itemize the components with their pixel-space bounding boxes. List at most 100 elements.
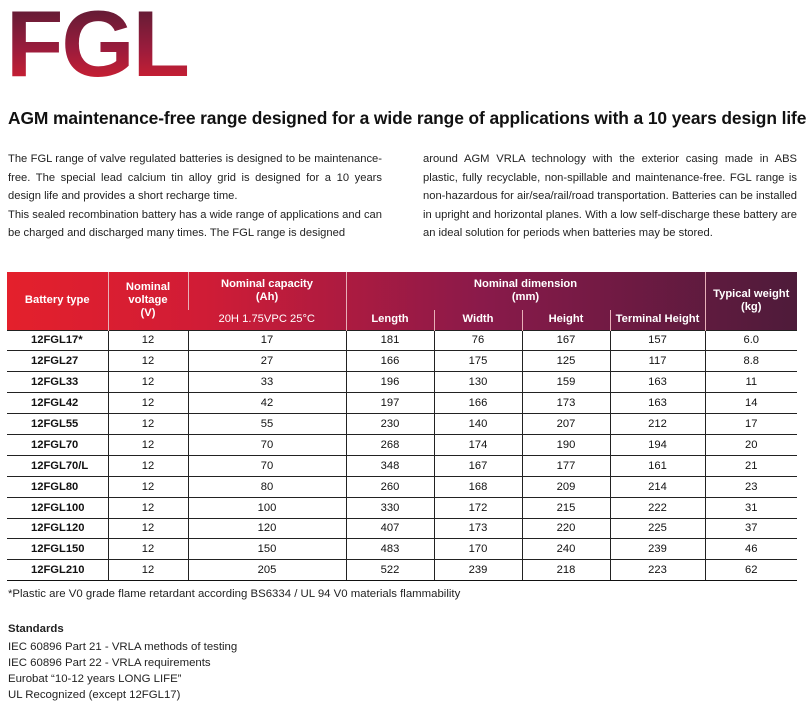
cell-height: 209	[521, 476, 610, 498]
cell-length: 483	[345, 538, 434, 561]
cell-capacity: 70	[187, 455, 346, 477]
cell-height: 220	[521, 518, 610, 540]
standards-title: Standards	[8, 623, 64, 635]
cell-capacity: 42	[187, 392, 346, 415]
cell-battery-type: 12FGL42	[7, 392, 108, 415]
logo-text: FGL	[6, 2, 188, 84]
cell-length: 407	[345, 518, 434, 540]
cell-height: 240	[521, 538, 610, 561]
cell-width: 172	[433, 497, 522, 519]
cell-terminal-height: 214	[609, 476, 705, 498]
intro-paragraph: The FGL range of valve regulated batteri…	[8, 153, 382, 203]
intro-right-column: around AGM VRLA technology with the exte…	[423, 150, 797, 243]
header-nominal-capacity: Nominal capacity (Ah)	[187, 272, 346, 310]
intro-left-column: The FGL range of valve regulated batteri…	[8, 150, 382, 243]
cell-weight: 11	[704, 371, 797, 394]
table-row: 12FGL42 12 42 197 166 173 163 14	[7, 392, 797, 415]
header-capacity-condition: 20H 1.75VPC 25°C	[218, 313, 315, 326]
cell-width: 168	[433, 476, 522, 498]
cell-width: 170	[433, 538, 522, 561]
fgl-logo: FGL	[6, 2, 226, 84]
header-nominal-voltage: Nominal voltage (V)	[107, 272, 188, 330]
cell-length: 330	[345, 497, 434, 519]
cell-weight: 14	[704, 392, 797, 415]
cell-height: 218	[521, 559, 610, 582]
cell-voltage: 12	[107, 455, 188, 477]
cell-voltage: 12	[107, 329, 188, 352]
cell-height: 207	[521, 413, 610, 435]
cell-width: 239	[433, 559, 522, 582]
header-nominal-dimension: Nominal dimension (mm)	[345, 272, 705, 310]
cell-width: 140	[433, 413, 522, 435]
cell-width: 167	[433, 455, 522, 477]
cell-weight: 6.0	[704, 329, 797, 352]
header-typical-weight: Typical weight (kg)	[704, 272, 797, 330]
header-height: Height	[521, 310, 610, 330]
cell-voltage: 12	[107, 434, 188, 456]
cell-battery-type: 12FGL100	[7, 497, 108, 519]
intro-paragraph: This sealed recombination battery has a …	[8, 208, 382, 240]
cell-voltage: 12	[107, 350, 188, 373]
cell-battery-type: 12FGL70	[7, 434, 108, 456]
cell-voltage: 12	[107, 497, 188, 519]
cell-weight: 23	[704, 476, 797, 498]
cell-height: 167	[521, 329, 610, 352]
table-row: 12FGL120 12 120 407 173 220 225 37	[7, 518, 797, 540]
cell-weight: 21	[704, 455, 797, 477]
cell-width: 76	[433, 329, 522, 352]
table-row: 12FGL17* 12 17 181 76 167 157 6.0	[7, 329, 797, 352]
standards-section: Standards IEC 60896 Part 21 - VRLA metho…	[8, 622, 237, 704]
table-row: 12FGL27 12 27 166 175 125 117 8.8	[7, 350, 797, 373]
cell-length: 197	[345, 392, 434, 415]
battery-spec-table: Battery type Nominal voltage (V) Nominal…	[7, 272, 797, 582]
cell-weight: 37	[704, 518, 797, 540]
cell-terminal-height: 225	[609, 518, 705, 540]
cell-battery-type: 12FGL17*	[7, 329, 108, 352]
cell-capacity: 205	[187, 559, 346, 582]
cell-terminal-height: 117	[609, 350, 705, 373]
cell-terminal-height: 161	[609, 455, 705, 477]
cell-weight: 31	[704, 497, 797, 519]
cell-battery-type: 12FGL210	[7, 559, 108, 582]
cell-capacity: 120	[187, 518, 346, 540]
cell-terminal-height: 239	[609, 538, 705, 561]
cell-voltage: 12	[107, 392, 188, 415]
cell-terminal-height: 222	[609, 497, 705, 519]
standards-item: IEC 60896 Part 21 - VRLA methods of test…	[8, 640, 238, 653]
cell-height: 215	[521, 497, 610, 519]
cell-battery-type: 12FGL150	[7, 538, 108, 561]
cell-length: 230	[345, 413, 434, 435]
cell-height: 177	[521, 455, 610, 477]
cell-width: 130	[433, 371, 522, 394]
cell-width: 174	[433, 434, 522, 456]
standards-item: UL Recognized (except 12FGL17)	[8, 688, 181, 701]
cell-terminal-height: 163	[609, 371, 705, 394]
cell-battery-type: 12FGL120	[7, 518, 108, 540]
cell-weight: 62	[704, 559, 797, 582]
cell-length: 348	[345, 455, 434, 477]
page-headline: AGM maintenance-free range designed for …	[8, 108, 807, 128]
table-row: 12FGL150 12 150 483 170 240 239 46	[7, 538, 797, 561]
cell-capacity: 70	[187, 434, 346, 456]
cell-weight: 20	[704, 434, 797, 456]
cell-height: 190	[521, 434, 610, 456]
cell-voltage: 12	[107, 559, 188, 582]
cell-capacity: 33	[187, 371, 346, 394]
cell-terminal-height: 223	[609, 559, 705, 582]
cell-battery-type: 12FGL27	[7, 350, 108, 373]
header-width: Width	[433, 310, 522, 330]
cell-capacity: 55	[187, 413, 346, 435]
cell-length: 268	[345, 434, 434, 456]
standards-item: Eurobat “10-12 years LONG LIFE”	[8, 672, 182, 685]
cell-length: 196	[345, 371, 434, 394]
cell-capacity: 150	[187, 538, 346, 561]
cell-length: 181	[345, 329, 434, 352]
header-terminal-height: Terminal Height	[609, 310, 705, 330]
cell-battery-type: 12FGL55	[7, 413, 108, 435]
cell-battery-type: 12FGL80	[7, 476, 108, 498]
table-row: 12FGL70 12 70 268 174 190 194 20	[7, 434, 797, 456]
cell-voltage: 12	[107, 476, 188, 498]
cell-terminal-height: 157	[609, 329, 705, 352]
cell-capacity: 17	[187, 329, 346, 352]
cell-width: 173	[433, 518, 522, 540]
